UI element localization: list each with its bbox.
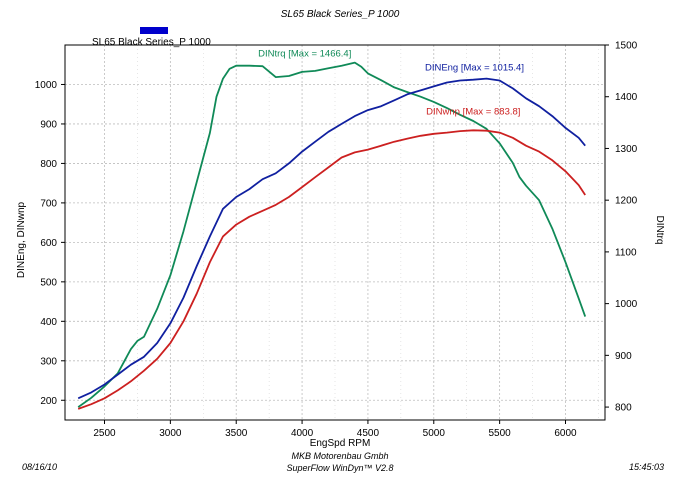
legend-swatch	[140, 27, 168, 34]
series-lines	[77, 61, 587, 410]
chart-title: SL65 Black Series_P 1000	[281, 9, 400, 20]
footer-company: MKB Motorenbau Gmbh	[291, 451, 388, 461]
y-right-tick-label: 1200	[615, 196, 638, 207]
y-left-tick-label: 700	[40, 198, 57, 209]
y-right-tick-label: 1100	[615, 247, 637, 258]
x-tick-label: 4500	[357, 428, 380, 439]
series-annotation-dintrq: DINtrq [Max = 1466.4]	[258, 49, 351, 60]
x-tick-label: 5000	[423, 428, 446, 439]
series-line-dintrq	[77, 61, 587, 408]
series-line-dineng	[77, 77, 586, 400]
x-tick-label: 2500	[93, 428, 116, 439]
y-right-axis-ticks: 800 900 1000 1100 1200 1300 1400 1500	[605, 41, 638, 414]
x-tick-label: 3500	[225, 428, 248, 439]
x-tick-label: 5500	[489, 428, 512, 439]
x-tick-label: 3000	[159, 428, 182, 439]
y-right-tick-label: 1500	[615, 41, 638, 52]
x-tick-label: 6000	[554, 428, 577, 439]
y-right-tick-label: 1300	[615, 144, 638, 155]
x-axis-label: EngSpd RPM	[310, 438, 371, 449]
y-right-tick-label: 1400	[615, 92, 638, 103]
y-left-tick-label: 200	[40, 396, 57, 407]
footer-time: 15:45:03	[629, 462, 664, 472]
footer-date: 08/16/10	[22, 462, 57, 472]
plot-frame	[64, 44, 606, 421]
x-axis-ticks: 2500 3000 3500 4000 4500 5000 5500 6000	[93, 420, 577, 439]
series-annotations: DINtrq [Max = 1466.4] DINEng [Max = 1015.…	[258, 49, 524, 118]
y-left-tick-label: 600	[40, 238, 57, 249]
y-left-tick-label: 1000	[35, 80, 58, 91]
y-right-tick-label: 800	[615, 403, 632, 414]
grid-lines	[65, 45, 605, 420]
legend-label: SL65 Black Series_P 1000	[92, 37, 211, 48]
series-annotation-dineng: DINEng [Max = 1015.4]	[425, 63, 524, 74]
y-right-tick-label: 900	[615, 351, 632, 362]
y-right-tick-label: 1000	[615, 299, 638, 310]
y-left-tick-label: 400	[40, 317, 57, 328]
series-line-dinwnp	[77, 129, 586, 410]
y-left-axis-ticks: 200 300 400 500 600 700 800 900 1000	[35, 80, 65, 407]
y-right-axis-label: DINtrq	[654, 216, 665, 245]
series-annotation-dinwnp: DINwnp [Max = 883.8]	[426, 106, 520, 117]
y-left-tick-label: 300	[40, 356, 57, 367]
y-left-axis-label: DINEng, DINwnp	[16, 201, 27, 278]
y-left-tick-label: 500	[40, 277, 57, 288]
footer-software: SuperFlow WinDyn™ V2.8	[287, 463, 394, 473]
x-tick-label: 4000	[291, 428, 314, 439]
y-left-tick-label: 900	[40, 119, 57, 130]
y-left-tick-label: 800	[40, 159, 57, 170]
